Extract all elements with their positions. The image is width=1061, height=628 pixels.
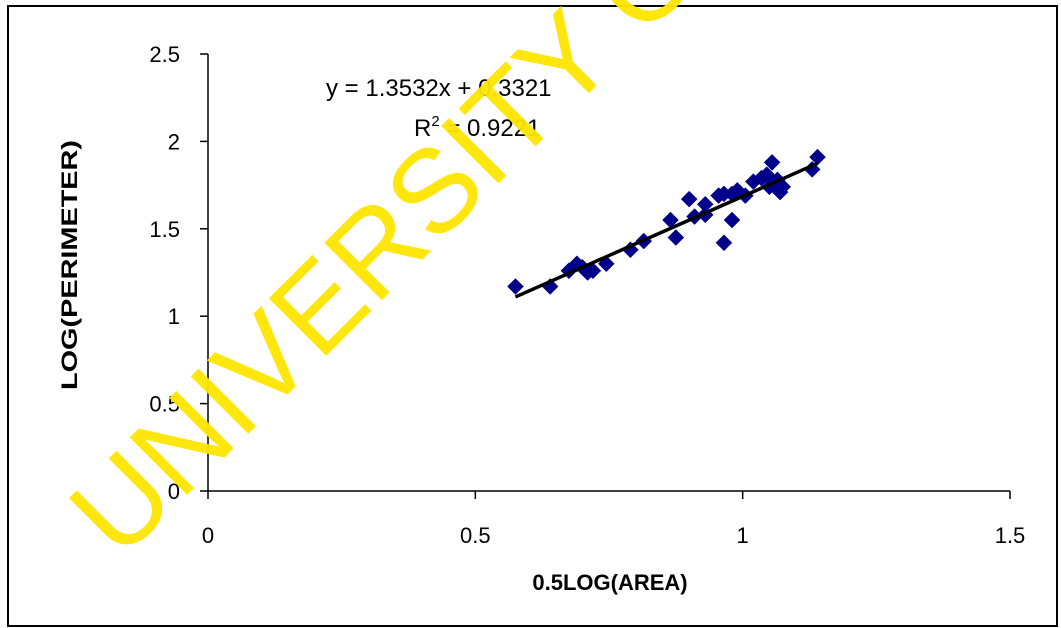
r2-r: R xyxy=(414,115,431,142)
r-squared-label: R2 = 0.9221 xyxy=(414,113,540,142)
y-tick-label: 1 xyxy=(168,304,180,329)
data-point-diamond xyxy=(763,154,781,171)
y-axis-title: LOG(PERIMETER) xyxy=(57,140,82,390)
chart-border xyxy=(7,5,1058,627)
trendline xyxy=(514,161,819,299)
data-point-diamond xyxy=(667,229,685,246)
trendline-equation: y = 1.3532x + 0.3321 xyxy=(326,75,552,102)
y-tick-label: 0 xyxy=(168,479,180,504)
x-axis-title: 0.5LOG(AREA) xyxy=(532,570,687,595)
data-point-diamond xyxy=(584,262,602,280)
axes xyxy=(200,53,1011,499)
x-tick-label: 0 xyxy=(202,523,214,548)
data-points xyxy=(507,148,826,295)
y-tick-label: 2 xyxy=(168,129,180,154)
x-tick-label: 1 xyxy=(737,523,749,548)
x-tick-label: 0.5 xyxy=(460,523,491,548)
y-tick-label: 0.5 xyxy=(149,392,180,417)
data-point-diamond xyxy=(723,211,741,229)
tick-labels: 0 0.5 1 1.5 2 2.5 0 0.5 1 1.5 xyxy=(149,42,1025,548)
x-tick-label: 1.5 xyxy=(995,523,1026,548)
r2-superscript: 2 xyxy=(431,113,439,130)
data-point-diamond xyxy=(680,190,698,208)
y-tick-label: 1.5 xyxy=(149,217,180,242)
data-point-diamond xyxy=(507,278,524,295)
y-tick-label: 2.5 xyxy=(149,42,180,67)
data-point-diamond xyxy=(715,234,733,252)
r2-value: = 0.9221 xyxy=(440,115,541,142)
data-point-diamond xyxy=(774,178,792,196)
